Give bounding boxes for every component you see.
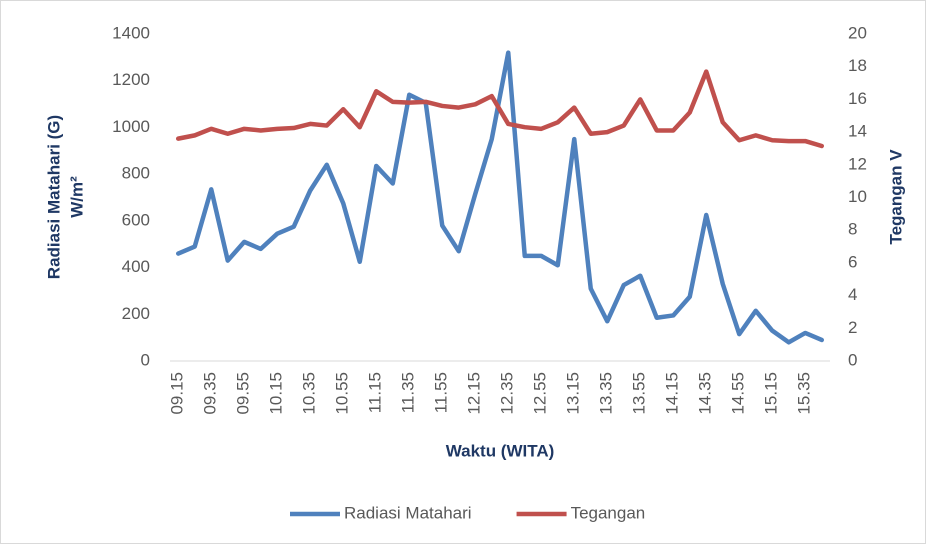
y-tick-label: 600 [122,210,150,229]
y-tick-label: 0 [141,350,150,369]
x-axis-title: Waktu (WITA) [446,441,555,460]
y-tick-label: 1000 [112,117,150,136]
y2-tick-label: 12 [848,154,867,173]
legend-label: Tegangan [571,503,646,522]
data-line [176,69,824,149]
x-tick-label: 12.15 [465,372,484,415]
x-tick-label: 14.15 [663,372,682,415]
x-tick-label: 10.55 [333,372,352,415]
y2-tick-label: 4 [848,285,857,304]
x-tick-label: 12.55 [531,372,550,415]
x-tick-label: 15.15 [762,372,781,415]
x-tick-label: 10.35 [300,372,319,415]
y-tick-label: 200 [122,304,150,323]
x-tick-label: 13.35 [597,372,616,415]
x-tick-label: 09.55 [234,372,253,415]
x-tick-label: 15.35 [795,372,814,415]
data-line [176,50,824,345]
y-axis-title: W/m² [67,176,86,218]
x-tick-label: 10.15 [267,372,286,415]
y2-tick-label: 6 [848,252,857,271]
y-tick-label: 1400 [112,23,150,42]
y-tick-label: 400 [122,257,150,276]
x-tick-label: 13.15 [564,372,583,415]
y2-axis-title: Tegangan V [886,149,905,245]
x-tick-label: 11.35 [399,372,418,413]
x-tick-label: 12.35 [498,372,517,415]
y-tick-label: 800 [122,164,150,183]
x-tick-label: 09.15 [168,372,187,415]
legend-label: Radiasi Matahari [344,503,472,522]
y2-tick-label: 2 [848,318,857,337]
y2-tick-label: 8 [848,220,857,239]
y2-tick-label: 18 [848,56,867,75]
x-tick-label: 14.55 [729,372,748,415]
x-tick-label: 11.15 [366,372,385,413]
y2-tick-label: 14 [848,122,867,141]
y2-tick-label: 0 [848,350,857,369]
y-tick-label: 1200 [112,70,150,89]
x-tick-label: 09.35 [201,372,220,415]
x-tick-label: 14.35 [696,372,715,415]
x-tick-label: 11.55 [432,372,451,413]
y2-tick-label: 20 [848,23,867,42]
y2-tick-label: 16 [848,89,867,108]
y2-tick-label: 10 [848,187,867,206]
x-tick-label: 13.55 [630,372,649,415]
y-axis-title: Radiasi Matahari (G) [44,115,63,279]
